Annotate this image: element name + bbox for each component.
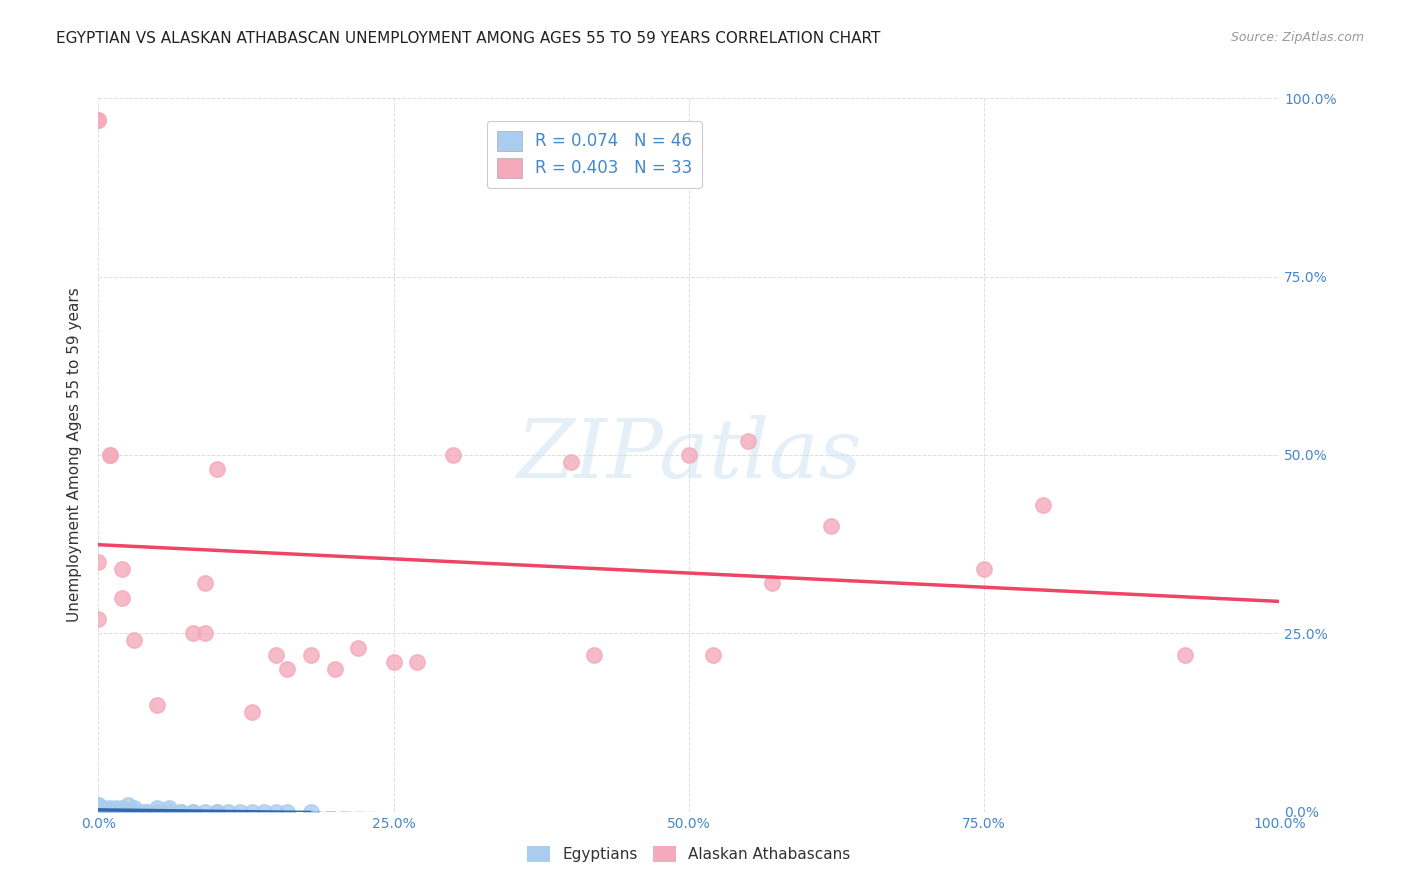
- Point: [229, 805, 252, 819]
- Point: [441, 448, 464, 462]
- Point: [583, 648, 606, 662]
- Point: [87, 805, 110, 819]
- Point: [181, 805, 204, 819]
- Point: [117, 805, 139, 819]
- Point: [761, 576, 783, 591]
- Point: [157, 805, 180, 819]
- Point: [87, 112, 110, 127]
- Point: [347, 640, 370, 655]
- Point: [111, 591, 134, 605]
- Point: [276, 662, 298, 676]
- Point: [146, 801, 169, 815]
- Point: [264, 648, 287, 662]
- Point: [111, 801, 134, 815]
- Point: [87, 555, 110, 569]
- Point: [382, 655, 405, 669]
- Point: [135, 805, 157, 819]
- Point: [973, 562, 995, 576]
- Point: [122, 805, 145, 819]
- Point: [117, 797, 139, 812]
- Point: [128, 805, 150, 819]
- Point: [87, 612, 110, 626]
- Point: [181, 805, 204, 819]
- Point: [323, 662, 346, 676]
- Point: [276, 805, 298, 819]
- Point: [87, 805, 110, 819]
- Point: [87, 112, 110, 127]
- Point: [170, 805, 193, 819]
- Point: [1174, 648, 1197, 662]
- Point: [181, 626, 204, 640]
- Point: [1032, 498, 1054, 512]
- Y-axis label: Unemployment Among Ages 55 to 59 years: Unemployment Among Ages 55 to 59 years: [67, 287, 83, 623]
- Text: EGYPTIAN VS ALASKAN ATHABASCAN UNEMPLOYMENT AMONG AGES 55 TO 59 YEARS CORRELATIO: EGYPTIAN VS ALASKAN ATHABASCAN UNEMPLOYM…: [56, 31, 880, 46]
- Point: [87, 797, 110, 812]
- Point: [217, 805, 239, 819]
- Point: [87, 805, 110, 819]
- Point: [87, 797, 110, 812]
- Point: [299, 648, 322, 662]
- Point: [737, 434, 759, 448]
- Point: [98, 805, 121, 819]
- Point: [122, 633, 145, 648]
- Point: [98, 801, 121, 815]
- Point: [98, 805, 121, 819]
- Legend: Egyptians, Alaskan Athabascans: Egyptians, Alaskan Athabascans: [522, 840, 856, 868]
- Point: [98, 448, 121, 462]
- Point: [820, 519, 842, 533]
- Point: [135, 805, 157, 819]
- Point: [194, 576, 217, 591]
- Point: [194, 626, 217, 640]
- Point: [240, 805, 263, 819]
- Point: [264, 805, 287, 819]
- Text: Source: ZipAtlas.com: Source: ZipAtlas.com: [1230, 31, 1364, 45]
- Point: [105, 805, 128, 819]
- Point: [87, 805, 110, 819]
- Point: [105, 801, 128, 815]
- Point: [170, 805, 193, 819]
- Point: [146, 698, 169, 712]
- Point: [111, 805, 134, 819]
- Point: [157, 801, 180, 815]
- Point: [122, 801, 145, 815]
- Point: [205, 462, 228, 476]
- Point: [87, 805, 110, 819]
- Point: [93, 801, 115, 815]
- Text: ZIPatlas: ZIPatlas: [516, 415, 862, 495]
- Point: [146, 805, 169, 819]
- Point: [240, 705, 263, 719]
- Point: [253, 805, 276, 819]
- Point: [702, 648, 724, 662]
- Point: [299, 805, 322, 819]
- Point: [87, 805, 110, 819]
- Point: [406, 655, 429, 669]
- Point: [111, 562, 134, 576]
- Point: [93, 805, 115, 819]
- Point: [87, 801, 110, 815]
- Point: [560, 455, 582, 469]
- Point: [205, 805, 228, 819]
- Point: [205, 805, 228, 819]
- Point: [111, 805, 134, 819]
- Point: [678, 448, 700, 462]
- Point: [194, 805, 217, 819]
- Point: [98, 448, 121, 462]
- Point: [93, 805, 115, 819]
- Point: [87, 801, 110, 815]
